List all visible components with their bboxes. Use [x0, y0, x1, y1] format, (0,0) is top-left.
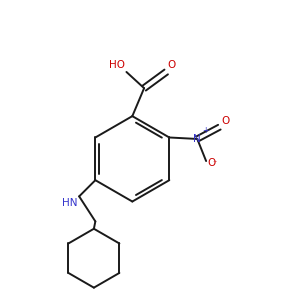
- Text: HO: HO: [109, 60, 125, 70]
- Text: O: O: [208, 158, 216, 167]
- Text: O: O: [168, 61, 176, 70]
- Text: +: +: [202, 126, 209, 135]
- Text: ⁻: ⁻: [213, 158, 217, 167]
- Text: N: N: [194, 134, 201, 144]
- Text: O: O: [221, 116, 230, 126]
- Text: HN: HN: [62, 198, 78, 208]
